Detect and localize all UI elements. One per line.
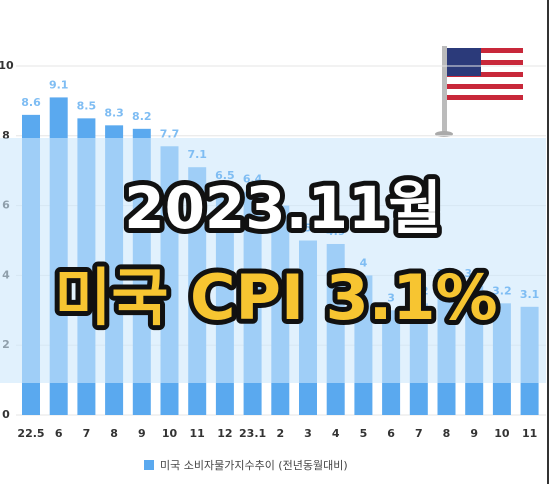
legend-swatch [144, 460, 154, 470]
value-label: 3.7 [437, 267, 457, 280]
x-tick-label: 10 [494, 427, 510, 440]
value-label: 9.1 [49, 78, 69, 91]
value-label: 7.7 [160, 127, 180, 140]
x-tick-label: 8 [443, 427, 451, 440]
x-tick-label: 11 [190, 427, 205, 440]
subheadline: 미국 CPI 3.1% [54, 261, 497, 334]
x-tick-label: 2 [276, 427, 284, 440]
x-tick-label: 4 [332, 427, 340, 440]
value-label: 6.5 [215, 169, 235, 182]
x-tick-label: 6 [55, 427, 63, 440]
x-tick-label: 3 [304, 427, 312, 440]
x-tick-label: 6 [387, 427, 395, 440]
x-tick-label: 22.5 [17, 427, 44, 440]
x-tick-label: 11 [522, 427, 537, 440]
value-label: 3.1 [520, 288, 540, 301]
x-tick-label: 10 [162, 427, 178, 440]
x-tick-label: 7 [83, 427, 91, 440]
value-label: 3.7 [464, 267, 484, 280]
x-tick-label: 12 [217, 427, 232, 440]
value-label: 3 [387, 291, 395, 304]
flag [435, 46, 523, 137]
x-tick-label: 23.1 [239, 427, 266, 440]
value-label: 4.9 [326, 225, 346, 238]
value-label: 4 [360, 256, 368, 269]
headline: 2023.11월 [124, 174, 442, 242]
value-label: 3.2 [409, 284, 429, 297]
x-tick-label: 8 [110, 427, 118, 440]
x-tick-label: 9 [470, 427, 478, 440]
value-label: 8.6 [21, 96, 41, 109]
value-label: 7.1 [187, 148, 207, 161]
value-label: 5 [304, 222, 312, 235]
y-tick-label: 0 [2, 408, 10, 421]
legend-label: 미국 소비자물가지수추이 (전년동월대비) [160, 459, 348, 472]
x-tick-label: 9 [138, 427, 146, 440]
value-label: 6.4 [243, 173, 263, 186]
value-label: 8.5 [77, 99, 97, 112]
y-tick-label: 10 [0, 59, 14, 72]
value-label: 8.3 [104, 106, 124, 119]
x-tick-label: 5 [360, 427, 368, 440]
highlight-band [0, 138, 546, 383]
x-tick-label: 7 [415, 427, 423, 440]
value-label: 6 [276, 187, 284, 200]
value-label: 3.2 [492, 284, 512, 297]
value-label: 8.2 [132, 110, 152, 123]
y-tick-label: 8 [2, 129, 10, 142]
